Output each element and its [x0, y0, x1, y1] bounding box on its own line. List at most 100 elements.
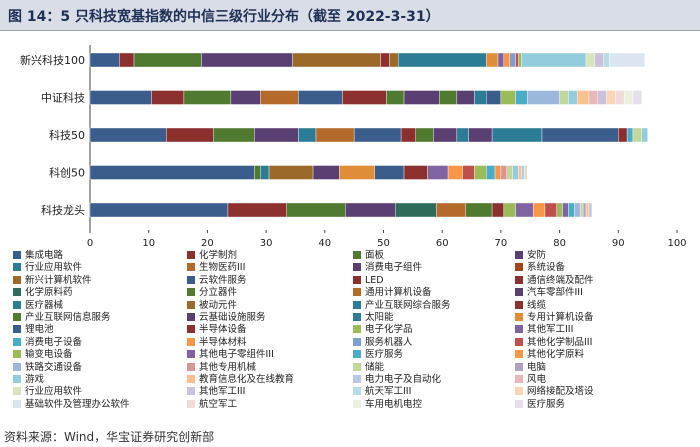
- bar-segment: [254, 165, 261, 180]
- category-label: 新兴科技100: [20, 53, 85, 67]
- legend-item: 云基础设施服务: [187, 312, 266, 323]
- x-tick-label: 0: [87, 238, 93, 249]
- legend-label: 太阳能: [365, 312, 394, 323]
- bar-segment: [577, 90, 590, 105]
- bar-segment: [606, 90, 616, 105]
- legend-label: 面板: [365, 250, 385, 261]
- bar-segment: [618, 127, 628, 143]
- legend-swatch: [13, 387, 21, 396]
- bar-segment: [509, 52, 516, 68]
- legend-item: 被动元件: [187, 300, 237, 311]
- legend-label: 安防: [527, 250, 547, 261]
- bar-segment: [588, 202, 593, 218]
- bar-segment: [353, 127, 402, 143]
- legend-label: 行业应用软件: [25, 386, 83, 398]
- bar-segment: [641, 127, 648, 143]
- legend-swatch: [353, 251, 361, 259]
- legend-swatch: [515, 362, 523, 371]
- legend-label: 产业互联网信息服务: [25, 312, 111, 323]
- bar-segment: [568, 202, 575, 218]
- legend-swatch: [187, 337, 195, 346]
- legend-item: 生物医药III: [187, 262, 245, 273]
- bar-segment: [213, 127, 255, 143]
- bar-segment: [603, 52, 610, 68]
- legend-label: 储能: [365, 361, 385, 373]
- bar-segment: [254, 127, 299, 143]
- bar-segment: [89, 202, 229, 218]
- legend-item: 服务机器人: [353, 337, 413, 348]
- legend-swatch: [353, 387, 361, 396]
- bar-segment: [494, 165, 502, 180]
- chart-legend: 集成电路 化学制剂 面板 安防 行业应用软件 生物医药III 消费电子组件 系统设备 新兴计算机…: [0, 250, 700, 420]
- bar-segment: [541, 127, 619, 143]
- legend-swatch: [187, 350, 195, 359]
- legend-swatch: [13, 325, 21, 334]
- bar-segment: [395, 202, 437, 218]
- legend-swatch: [187, 275, 195, 284]
- x-tick-label: 60: [436, 238, 449, 249]
- legend-swatch: [13, 375, 21, 383]
- legend-item: 游戏: [13, 374, 44, 385]
- bar-segment: [298, 127, 317, 143]
- legend-label: 其他化学原料: [527, 349, 585, 361]
- legend-swatch: [515, 387, 523, 396]
- legend-label: 线缆: [527, 299, 547, 311]
- legend-item: 其他军工III: [515, 324, 573, 335]
- legend-swatch: [353, 399, 361, 408]
- legend-item: 汽车零部件III: [515, 287, 583, 298]
- legend-label: 风电: [527, 374, 547, 385]
- legend-item: 云软件服务: [187, 275, 247, 286]
- legend-swatch: [187, 288, 195, 297]
- bar-segment: [515, 202, 534, 218]
- bar-segment: [345, 202, 396, 218]
- legend-item: 行业应用软件: [13, 386, 82, 397]
- legend-item: LED: [353, 275, 384, 286]
- bar-segment: [298, 90, 343, 105]
- legend-label: 电脑: [527, 361, 547, 373]
- legend-item: 半导体材料: [187, 337, 247, 348]
- source-note: 资料来源：Wind，华宝证券研究创新部: [4, 430, 215, 444]
- legend-label: 汽车零部件III: [527, 287, 583, 299]
- legend-item: 行业应用软件: [13, 262, 82, 273]
- legend-item: 电力电子及自动化: [353, 374, 441, 385]
- legend-label: 新兴计算机软件: [25, 274, 92, 286]
- bar-segment: [133, 52, 202, 68]
- bar-segment: [524, 165, 528, 180]
- legend-label: 医疗器械: [25, 299, 64, 311]
- legend-item: 风电: [515, 374, 546, 385]
- legend-label: 医疗服务: [365, 349, 404, 361]
- legend-item: 基础软件及管理办公软件: [13, 399, 130, 410]
- legend-item: 锂电池: [13, 324, 54, 335]
- legend-item: 分立器件: [187, 287, 237, 298]
- legend-label: 其他专用机械: [199, 361, 257, 373]
- bar-segment: [427, 165, 449, 180]
- legend-swatch: [353, 263, 361, 272]
- bar-segment: [497, 52, 505, 68]
- bar-segment: [594, 52, 604, 68]
- bar-segment: [585, 202, 590, 218]
- bar-segment: [515, 90, 528, 105]
- legend-label: 化学原料药: [25, 287, 73, 299]
- bar-segment: [609, 52, 645, 68]
- legend-item: 航天军工III: [353, 386, 411, 397]
- bar-segment: [315, 127, 355, 143]
- legend-swatch: [353, 300, 361, 309]
- legend-label: 通信终端及配件: [527, 274, 594, 286]
- legend-label: 半导体设备: [199, 324, 247, 336]
- legend-label: 专用计算机设备: [527, 312, 594, 323]
- legend-label: 其他军工III: [199, 386, 246, 398]
- bar-segment: [403, 165, 428, 180]
- category-label: 科创50: [49, 166, 85, 180]
- bar-segment: [585, 52, 596, 68]
- legend-item: 产业互联网综合服务: [353, 300, 451, 311]
- legend-swatch: [187, 263, 195, 272]
- legend-swatch: [515, 350, 523, 359]
- bar-segment: [342, 90, 387, 105]
- legend-item: 消费电子设备: [13, 337, 82, 348]
- legend-label: 集成电路: [25, 250, 64, 261]
- legend-label: 电力电子及自动化: [365, 374, 442, 385]
- legend-label: 消费电子设备: [25, 336, 83, 348]
- legend-label: 输变电设备: [25, 349, 73, 361]
- legend-swatch: [353, 337, 361, 346]
